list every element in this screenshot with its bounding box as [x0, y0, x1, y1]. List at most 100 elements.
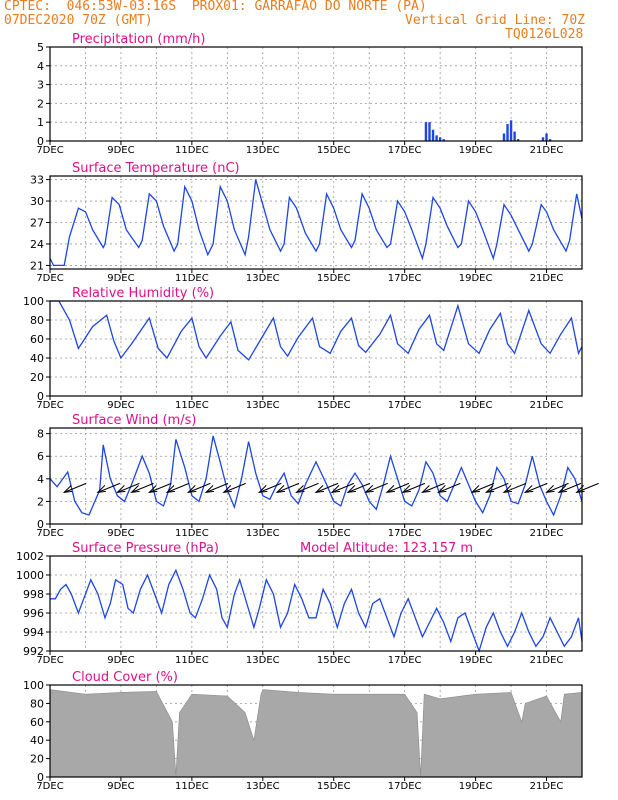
wind-arrow	[147, 482, 172, 494]
x-tick-label: 11DEC	[175, 145, 209, 156]
series-line	[50, 568, 583, 654]
panel-annotation: Model Altitude: 123.157 m	[300, 541, 473, 556]
y-tick-label: 8	[37, 428, 44, 441]
panel-5	[46, 555, 583, 655]
x-tick-label: 7DEC	[36, 655, 63, 666]
wind-arrow-shaft	[558, 482, 582, 493]
precip-bar	[428, 122, 431, 141]
wind-arrow-head	[96, 485, 106, 494]
wind-arrow-shaft	[188, 482, 211, 493]
precip-bar	[516, 139, 520, 141]
wind-arrow	[502, 482, 527, 494]
series-line	[49, 179, 583, 267]
y-tick-label: 100	[23, 679, 44, 692]
wind-arrow	[130, 482, 154, 494]
y-tick-label: 20	[30, 371, 44, 384]
y-tick-label: 40	[30, 352, 44, 365]
wind-arrow-shaft	[525, 482, 548, 493]
x-tick-label: 19DEC	[459, 145, 493, 156]
wind-arrow-head	[470, 485, 481, 494]
wind-arrow-shaft	[205, 482, 229, 493]
wind-arrow	[575, 482, 599, 494]
wind-arrow-head	[330, 485, 341, 494]
y-tick-label: 1002	[16, 550, 44, 563]
wind-arrow-shaft	[276, 482, 300, 493]
wind-arrow-head	[222, 485, 232, 494]
y-tick-label: 60	[30, 716, 44, 729]
precip-bar	[424, 122, 428, 141]
precip-bar	[513, 131, 516, 141]
x-tick-label: 13DEC	[246, 273, 280, 284]
x-tick-label: 19DEC	[459, 528, 493, 539]
x-tick-label: 13DEC	[246, 145, 280, 156]
y-tick-label: 60	[30, 333, 44, 346]
x-tick-label: 7DEC	[36, 273, 63, 284]
precip-bar	[502, 133, 506, 141]
wind-arrow-shaft	[63, 482, 87, 493]
wind-arrow-shaft	[131, 482, 154, 493]
header-date: 07DEC2020 70Z (GMT)	[4, 13, 153, 28]
wind-arrow-head	[62, 485, 73, 494]
wind-arrow-shaft	[347, 482, 371, 493]
wind-arrow	[470, 482, 495, 494]
y-tick-label: 5	[37, 41, 44, 54]
x-tick-label: 15DEC	[317, 781, 351, 792]
panel-title: Surface Wind (m/s)	[72, 413, 196, 428]
wind-arrow	[421, 482, 445, 494]
x-tick-label: 7DEC	[36, 528, 63, 539]
wind-arrow-shaft	[438, 482, 461, 493]
wind-arrow-head	[186, 485, 197, 494]
x-tick-label: 7DEC	[36, 781, 63, 792]
y-tick-label: 0	[37, 390, 44, 403]
x-tick-label: 11DEC	[175, 400, 209, 411]
x-tick-label: 17DEC	[388, 781, 422, 792]
precip-bar	[509, 120, 513, 141]
panel-1	[46, 46, 583, 145]
precip-bar	[541, 137, 545, 141]
y-tick-label: 4	[37, 473, 44, 486]
wind-arrow	[295, 482, 319, 494]
x-tick-label: 15DEC	[317, 273, 351, 284]
x-tick-label: 17DEC	[388, 528, 422, 539]
panel-frame	[49, 46, 583, 142]
y-tick-label: 100	[23, 295, 44, 308]
x-tick-label: 13DEC	[246, 781, 280, 792]
x-tick-label: 9DEC	[107, 273, 134, 284]
series-line	[50, 300, 583, 361]
y-tick-label: 3	[37, 79, 44, 92]
wind-arrow-head	[346, 485, 356, 494]
y-tick-label: 6	[37, 450, 44, 463]
wind-arrow	[314, 482, 339, 494]
x-tick-label: 7DEC	[36, 145, 63, 156]
cloud-area	[49, 689, 583, 778]
wind-arrow-shaft	[259, 482, 282, 493]
x-tick-label: 9DEC	[107, 655, 134, 666]
wind-arrow-head	[295, 485, 305, 494]
y-tick-label: 0	[37, 518, 44, 531]
wind-arrow-head	[502, 485, 513, 494]
precip-bar	[506, 124, 509, 141]
precip-bar	[431, 129, 435, 141]
wind-arrow-head	[116, 485, 126, 494]
wind-arrow-shaft	[386, 482, 410, 493]
panel-4	[46, 427, 599, 528]
wind-arrow	[330, 482, 355, 494]
wind-arrow	[62, 482, 87, 494]
panel-3	[46, 300, 583, 400]
panel-2	[46, 175, 583, 273]
panel-frame	[49, 427, 583, 525]
panel-title: Relative Humidity (%)	[72, 286, 214, 301]
y-tick-label: 1	[37, 116, 44, 129]
wind-arrow	[165, 482, 190, 494]
wind-arrow-shaft	[117, 482, 140, 493]
y-tick-label: 0	[37, 135, 44, 148]
panel-frame	[49, 684, 583, 778]
precip-bar	[548, 139, 552, 141]
x-tick-label: 21DEC	[530, 400, 564, 411]
x-tick-label: 15DEC	[317, 528, 351, 539]
y-tick-label: 33	[30, 174, 44, 187]
precip-bar	[545, 133, 548, 141]
wind-arrow-shaft	[471, 482, 495, 493]
wind-arrow-shaft	[546, 482, 569, 493]
y-tick-label: 2	[37, 495, 44, 508]
